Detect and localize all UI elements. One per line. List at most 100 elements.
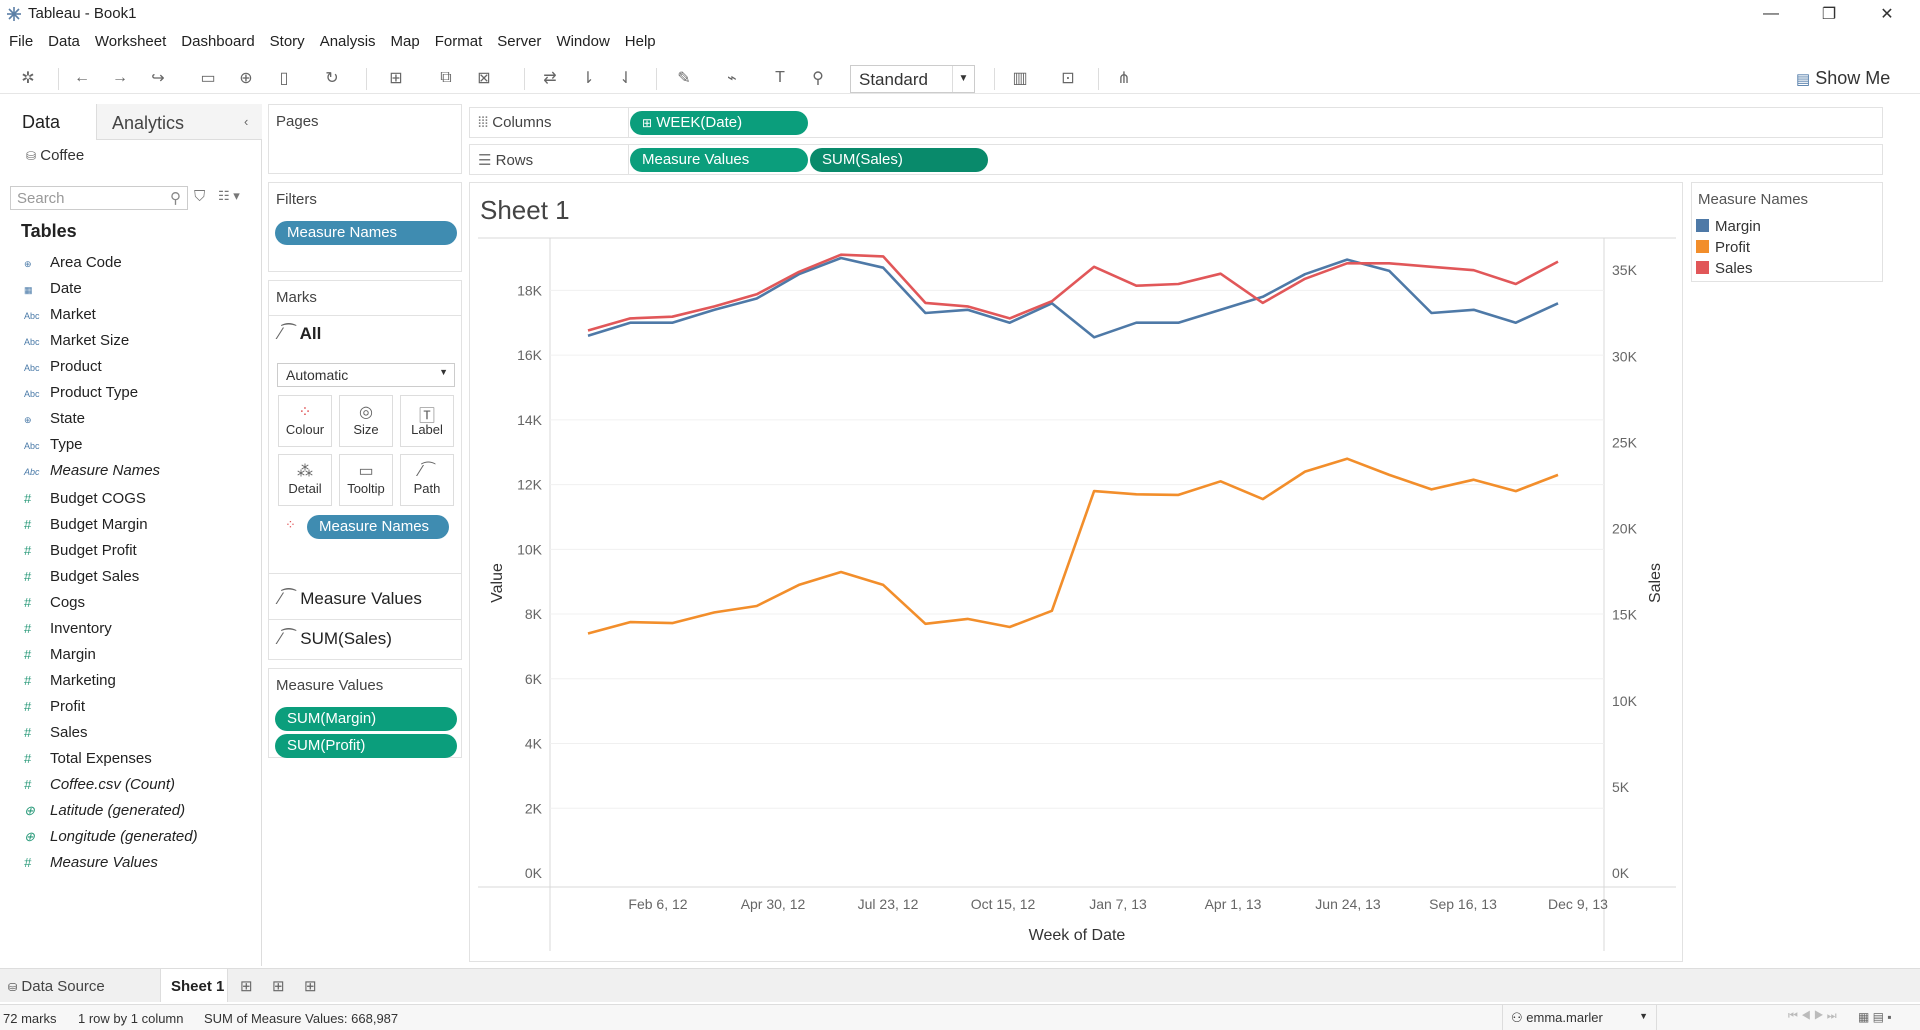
field-product-type[interactable]: Abc Product Type [24, 384, 138, 406]
field-market-size[interactable]: Abc Market Size [24, 332, 129, 354]
show-me-button[interactable]: ▤ Show Me [1796, 68, 1890, 89]
field-profit[interactable]: # Profit [24, 698, 85, 720]
field-type[interactable]: Abc Type [24, 436, 83, 458]
user-menu[interactable]: ⚇ emma.marler ▼ [1502, 1005, 1657, 1030]
sheet-1-tab[interactable]: Sheet 1 [160, 969, 228, 1002]
collapse-pane-icon[interactable]: ‹ [244, 114, 249, 129]
field-date[interactable]: ▦ Date [24, 280, 82, 302]
menu-file[interactable]: File [9, 33, 34, 50]
highlight-icon[interactable]: ✎ [677, 70, 691, 87]
rows-pill-sum-sales[interactable]: SUM(Sales) [810, 148, 988, 172]
colour-button[interactable]: ⁘ Colour [278, 395, 332, 447]
refresh-icon[interactable]: ↻ [325, 70, 339, 87]
field-coffee-csv-count[interactable]: # Coffee.csv (Count) [24, 776, 175, 798]
menu-map[interactable]: Map [390, 33, 420, 50]
field-budget-sales[interactable]: # Budget Sales [24, 568, 139, 590]
view-options-icon[interactable]: ☷ ▾ [218, 188, 240, 203]
field-measure-values[interactable]: # Measure Values [24, 854, 158, 876]
show-cards-icon[interactable]: ▥ [1012, 70, 1028, 87]
series-line-margin[interactable] [587, 256, 1559, 339]
view-mode-icon[interactable]: ▦ ▤ ▪ [1858, 1010, 1892, 1024]
field-longitude-generated[interactable]: ⊕ Longitude (generated) [24, 828, 198, 850]
field-inventory[interactable]: # Inventory [24, 620, 112, 642]
new-worksheet-icon[interactable]: ⊞ [240, 978, 253, 995]
tab-data[interactable]: Data [22, 112, 61, 132]
filter-icon[interactable]: ⛉ [194, 188, 206, 205]
detail-button[interactable]: ⁂ Detail [278, 454, 332, 506]
field-measure-names[interactable]: Abc Measure Names [24, 462, 160, 484]
minimize-icon[interactable]: — [1763, 5, 1779, 22]
field-product[interactable]: Abc Product [24, 358, 102, 380]
marks-pill-measure-names[interactable]: Measure Names [307, 515, 449, 539]
legend-item-sales[interactable]: Sales [1696, 260, 1753, 277]
mv-pill-sum-margin[interactable]: SUM(Margin) [275, 707, 457, 731]
field-area-code[interactable]: ⊕ Area Code [24, 254, 122, 276]
columns-pill-week-date[interactable]: ⊞ WEEK(Date) [630, 111, 808, 135]
menu-format[interactable]: Format [434, 33, 483, 50]
new-dashboard-icon[interactable]: ⊞ [272, 978, 285, 995]
menu-analysis[interactable]: Analysis [319, 33, 376, 50]
filter-pill-measure-names[interactable]: Measure Names [275, 221, 457, 245]
share-icon[interactable]: ⋔ [1117, 70, 1131, 87]
fit-select[interactable]: Standard ▼ [850, 65, 975, 93]
presentation-mode-icon[interactable]: ⊡ [1061, 70, 1075, 87]
legend-item-margin[interactable]: Margin [1696, 218, 1761, 235]
field-latitude-generated[interactable]: ⊕ Latitude (generated) [24, 802, 185, 824]
size-button[interactable]: ◎ Size [339, 395, 393, 447]
field-budget-margin[interactable]: # Budget Margin [24, 516, 148, 538]
datasource-item[interactable]: ⛁ Coffee [26, 147, 84, 164]
menu-worksheet[interactable]: Worksheet [94, 33, 167, 50]
tableau-home-icon[interactable]: ✲ [21, 70, 35, 87]
mark-type-select[interactable]: Automatic ▼ [277, 363, 455, 387]
data-source-tab[interactable]: ⛁ Data Source [8, 978, 105, 995]
field-market[interactable]: Abc Market [24, 306, 96, 328]
menu-help[interactable]: Help [624, 33, 656, 50]
field-budget-cogs[interactable]: # Budget COGS [24, 490, 146, 512]
sheet-nav-icon[interactable]: ⏮ ◀ ▶ ⏭ [1788, 1010, 1837, 1022]
marks-tab-sum-sales[interactable]: ⁄⁀ SUM(Sales) [279, 629, 392, 649]
menu-data[interactable]: Data [48, 33, 80, 50]
line-chart[interactable]: 0K 2K 4K 6K 8K 10K 12K 14K 16K 18K 0K 5K 10K 15K 20K 2… [470, 183, 1682, 961]
menu-window[interactable]: Window [556, 33, 610, 50]
pause-updates-icon[interactable]: ▯ [279, 70, 289, 87]
legend-item-profit[interactable]: Profit [1696, 239, 1750, 256]
save-icon[interactable]: ▭ [200, 70, 216, 87]
redo-icon[interactable]: → [112, 69, 128, 86]
new-datasource-icon[interactable]: ⊕ [239, 70, 253, 87]
field-total-expenses[interactable]: # Total Expenses [24, 750, 152, 772]
marks-all-tab[interactable]: ⁄⁀ All [279, 324, 321, 344]
fix-axes-icon[interactable]: ⚲ [812, 70, 824, 87]
tab-analytics[interactable]: Analytics [112, 113, 185, 133]
undo-icon[interactable]: ← [74, 69, 90, 86]
marks-tab-measure-values[interactable]: ⁄⁀ Measure Values [279, 589, 422, 609]
columns-shelf[interactable]: ⦙⦙⦙ Columns ⊞ WEEK(Date) [469, 107, 1883, 138]
show-labels-icon[interactable]: T [775, 69, 785, 86]
rows-shelf[interactable]: ☰ Rows Measure Values SUM(Sales) [469, 144, 1883, 175]
close-icon[interactable]: ✕ [1880, 6, 1894, 23]
duplicate-sheet-icon[interactable]: ⧉ [440, 69, 452, 86]
new-worksheet-icon[interactable]: ⊞ [389, 70, 403, 87]
filters-card[interactable]: Filters Measure Names [268, 182, 462, 272]
field-sales[interactable]: # Sales [24, 724, 88, 746]
field-cogs[interactable]: # Cogs [24, 594, 85, 616]
sort-descending-icon[interactable]: ⇃ [619, 70, 633, 87]
field-state[interactable]: ⊕ State [24, 410, 85, 432]
search-input[interactable]: Search ⚲ [10, 186, 188, 210]
menu-story[interactable]: Story [269, 33, 305, 50]
field-budget-profit[interactable]: # Budget Profit [24, 542, 137, 564]
field-marketing[interactable]: # Marketing [24, 672, 116, 694]
mv-pill-sum-profit[interactable]: SUM(Profit) [275, 734, 457, 758]
restore-icon[interactable]: ❐ [1821, 6, 1837, 23]
series-line-sales[interactable] [587, 253, 1559, 332]
pages-card[interactable]: Pages [268, 104, 462, 174]
group-icon[interactable]: ⌁ [727, 70, 737, 87]
label-button[interactable]: 🅃 Label [400, 395, 454, 447]
clear-sheet-icon[interactable]: ⊠ [477, 70, 491, 87]
series-line-profit[interactable] [587, 457, 1559, 635]
menu-dashboard[interactable]: Dashboard [181, 33, 255, 50]
sort-ascending-icon[interactable]: ⇂ [581, 70, 595, 87]
menu-server[interactable]: Server [497, 33, 542, 50]
replay-icon[interactable]: ↪ [151, 70, 165, 87]
rows-pill-measure-values[interactable]: Measure Values [630, 148, 808, 172]
path-button[interactable]: ⁄⁀ Path [400, 454, 454, 506]
